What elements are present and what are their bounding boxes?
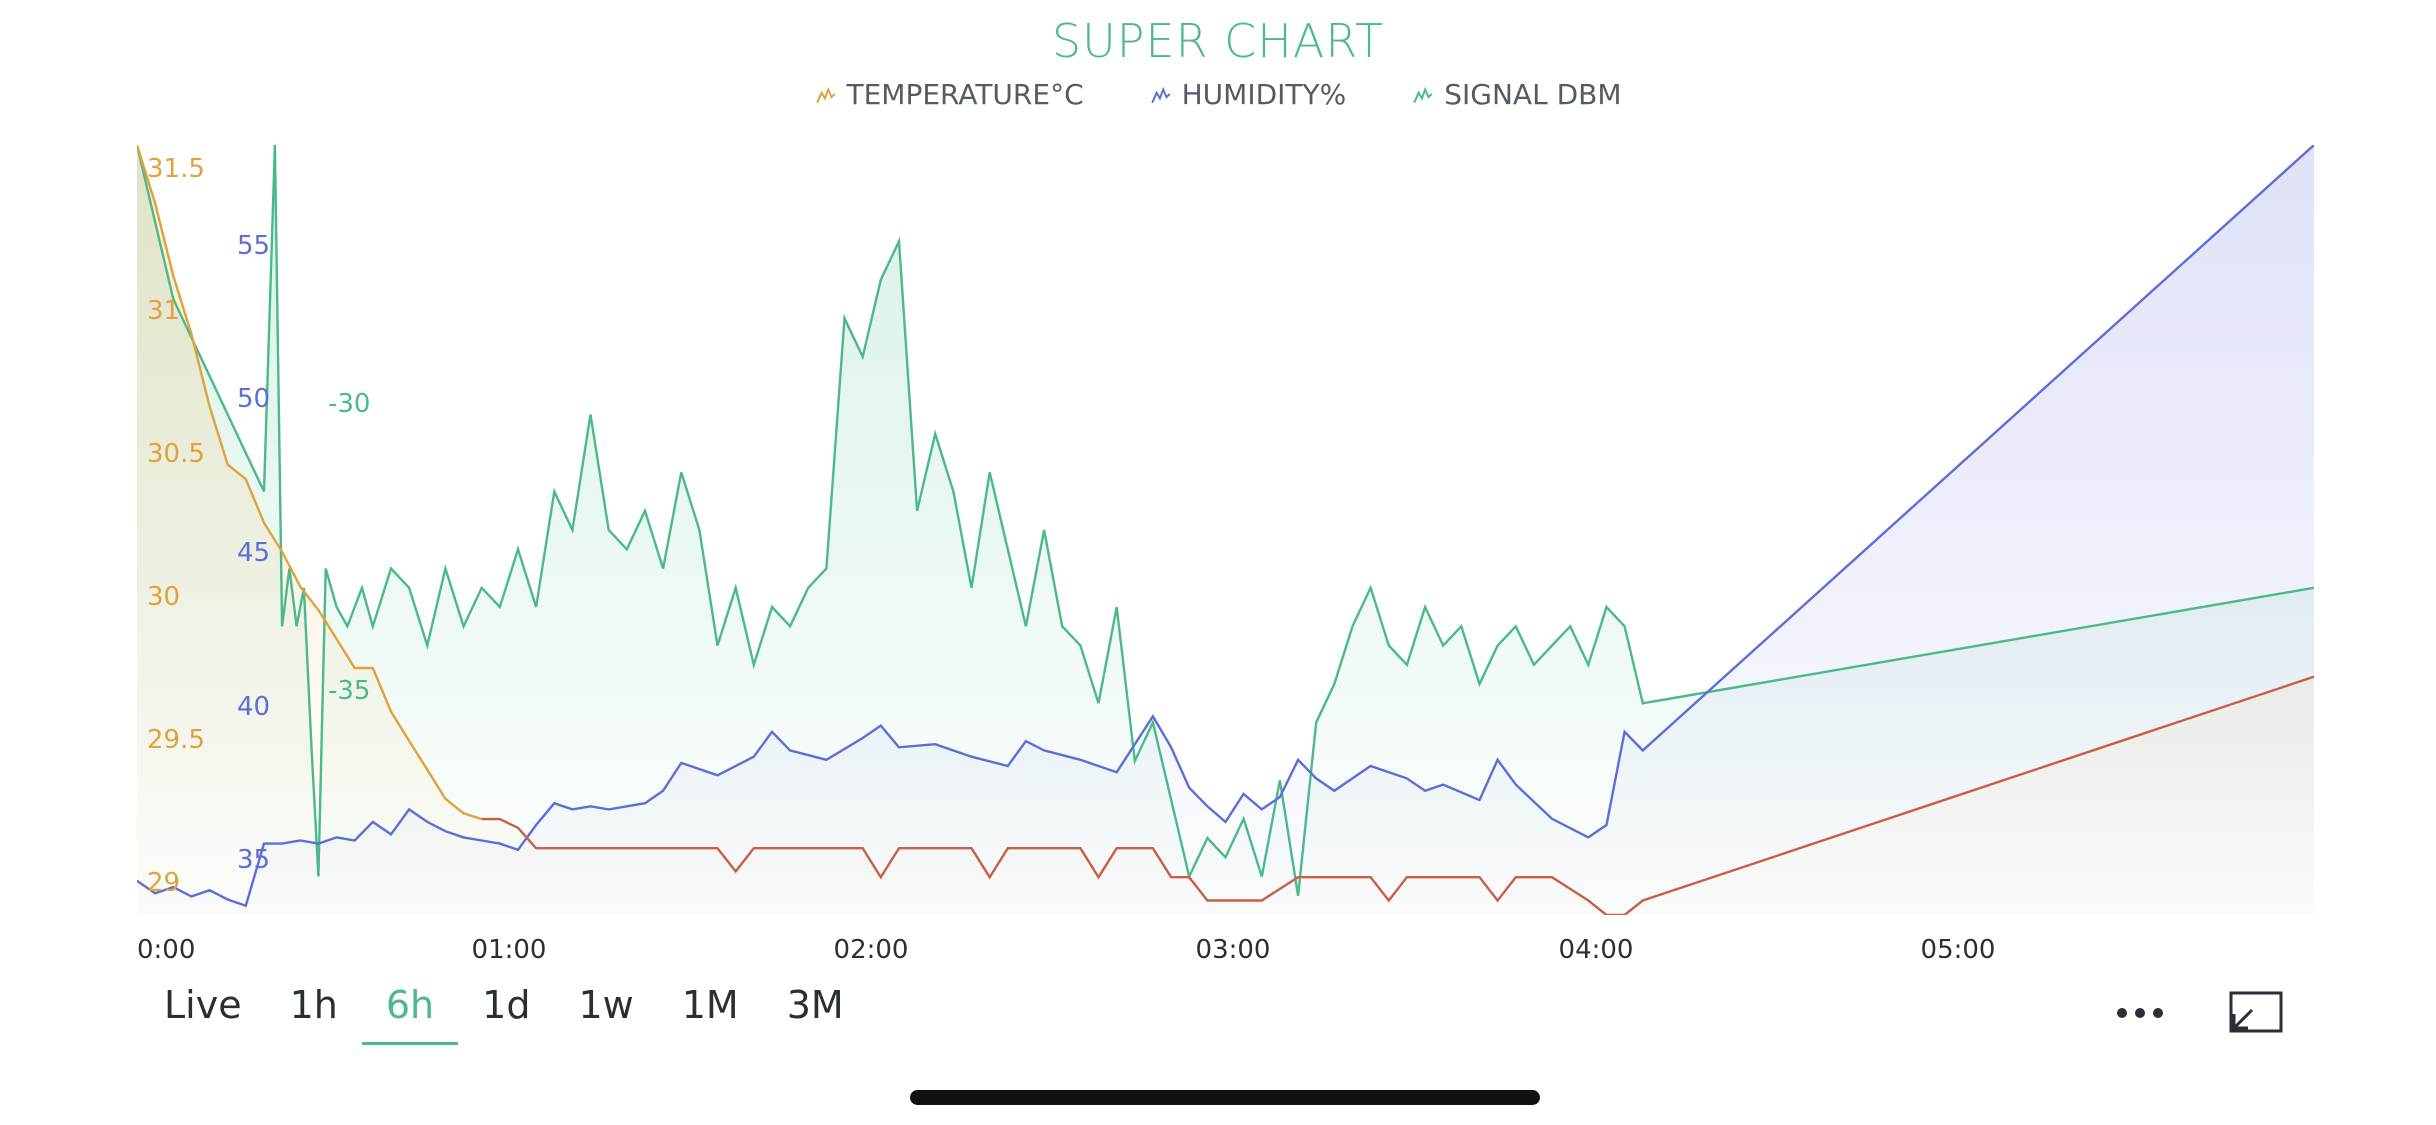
time-range-selector: Live 1h 6h 1d 1w 1M 3M (140, 975, 868, 1045)
temperature-series-line (481, 675, 2314, 915)
exit-fullscreen-icon[interactable] (2228, 990, 2284, 1034)
range-6h-button[interactable]: 6h (361, 975, 459, 1045)
x-axis-tick-label: 0:00 (137, 935, 195, 965)
temperature-area (137, 145, 2314, 915)
range-1h-button[interactable]: 1h (289, 983, 338, 1027)
line-chart-icon (1413, 86, 1433, 103)
legend-label: TEMPERATURE°C (846, 78, 1084, 111)
home-indicator (910, 1090, 1540, 1105)
signal-axis-tick-label: -30 (328, 389, 370, 419)
range-1M-button[interactable]: 1M (681, 983, 739, 1027)
temperature-axis-tick-label: 31.5 (147, 154, 205, 184)
temperature-axis-tick-label: 29.5 (147, 725, 205, 755)
chart-legend: TEMPERATURE°C HUMIDITY% SIGNAL DBM (0, 78, 2436, 111)
more-horizontal-icon[interactable] (2110, 998, 2170, 1028)
humidity-series-line (137, 145, 2314, 908)
legend-item-signal[interactable]: SIGNAL DBM (1412, 78, 1622, 111)
temperature-axis-tick-label: 31 (147, 296, 180, 326)
humidity-axis-tick-label: 35 (237, 845, 270, 875)
legend-item-humidity[interactable]: HUMIDITY% (1150, 78, 1347, 111)
range-live-button[interactable]: Live (164, 983, 242, 1027)
line-chart-icon (1150, 86, 1171, 103)
temperature-axis-tick-label: 30 (147, 582, 180, 612)
range-1w-button[interactable]: 1w (578, 983, 634, 1027)
temperature-axis-tick-label: 30.5 (147, 439, 205, 469)
humidity-axis-tick-label: 40 (237, 692, 270, 722)
x-axis-tick-label: 02:00 (834, 935, 909, 965)
legend-label: HUMIDITY% (1181, 78, 1347, 111)
x-axis-tick-label: 05:00 (1921, 935, 1996, 965)
temperature-axis-tick-label: 29 (147, 868, 180, 898)
humidity-area (137, 145, 2314, 915)
x-axis-tick-label: 01:00 (472, 935, 547, 965)
line-chart-icon (815, 86, 836, 103)
chart-title: SUPER CHART (1051, 14, 1385, 68)
range-3M-button[interactable]: 3M (786, 983, 844, 1027)
humidity-axis-tick-label: 50 (237, 384, 270, 414)
x-axis-tick-label: 03:00 (1196, 935, 1271, 965)
legend-item-temperature[interactable]: TEMPERATURE°C (815, 78, 1084, 111)
temperature-series-line (137, 145, 483, 821)
signal-axis-tick-label: -35 (328, 676, 370, 706)
legend-label: SIGNAL DBM (1444, 78, 1622, 111)
range-1d-button[interactable]: 1d (482, 983, 531, 1027)
humidity-axis-tick-label: 45 (237, 538, 270, 568)
signal-series-line (137, 145, 2314, 896)
humidity-axis-tick-label: 55 (237, 231, 270, 261)
x-axis-tick-label: 04:00 (1559, 935, 1634, 965)
